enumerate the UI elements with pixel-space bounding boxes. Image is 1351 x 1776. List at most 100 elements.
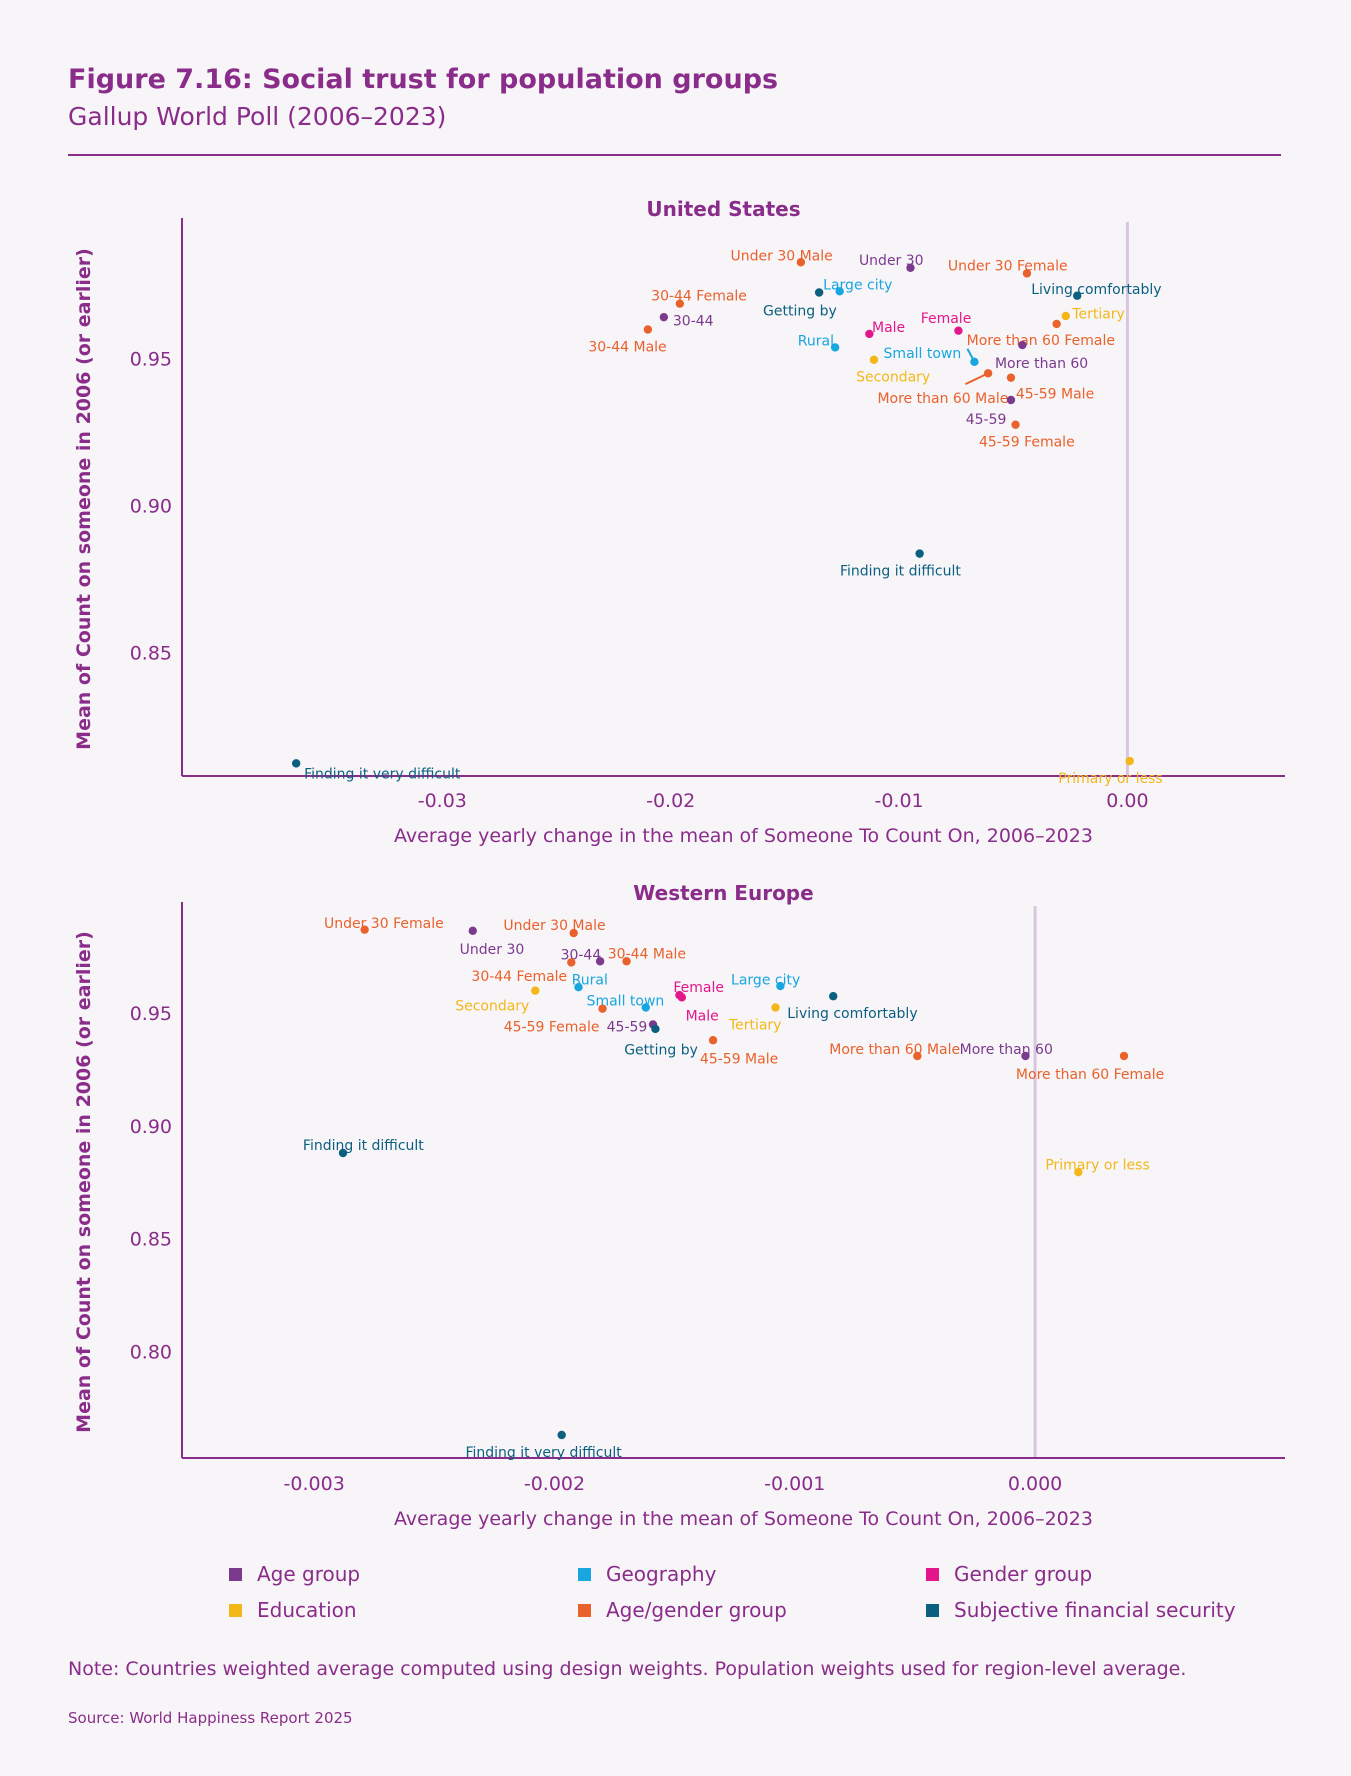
data-point xyxy=(1006,373,1016,382)
legend-swatch xyxy=(229,1567,242,1581)
data-point-label: Secondary xyxy=(455,998,529,1014)
y-tick-label: 0.85 xyxy=(130,642,172,664)
data-point-label: Small town xyxy=(587,994,665,1010)
x-tick-label: -0.03 xyxy=(418,790,467,812)
data-point xyxy=(1072,291,1082,300)
data-point-label: Living comfortably xyxy=(787,1006,917,1022)
data-point-label: 45-59 Female xyxy=(979,435,1075,451)
data-point xyxy=(1052,319,1061,329)
data-point-label: More than 60 Male xyxy=(877,391,1008,407)
data-point-label: Getting by xyxy=(624,1042,698,1058)
data-point xyxy=(796,258,806,267)
x-tick-label: -0.02 xyxy=(646,790,695,812)
data-point xyxy=(291,759,301,768)
legend-label: Age group xyxy=(257,1562,361,1586)
data-point xyxy=(677,993,687,1002)
data-point-label: Living comfortably xyxy=(1031,282,1161,298)
data-point xyxy=(865,329,874,339)
data-point xyxy=(814,288,824,297)
data-point xyxy=(641,1003,650,1012)
x-tick-label: -0.003 xyxy=(284,1473,345,1495)
data-point xyxy=(983,369,993,378)
data-point-label: Primary or less xyxy=(1045,1157,1149,1173)
data-point xyxy=(338,1148,348,1158)
data-point-label: Large city xyxy=(823,278,892,294)
data-point-label: 30-44 Male xyxy=(608,946,686,962)
data-point-label: More than 60 xyxy=(995,356,1088,372)
data-point-label: 45-59 xyxy=(607,1020,648,1036)
chart-title: Western Europe xyxy=(633,881,813,905)
data-point xyxy=(659,312,669,322)
data-point xyxy=(906,263,915,273)
data-point xyxy=(708,1036,718,1045)
data-point-label: Under 30 Male xyxy=(731,248,833,264)
y-tick-label: 0.80 xyxy=(130,1342,172,1364)
data-point-label: Male xyxy=(686,1008,719,1024)
data-point-label: 45-59 Male xyxy=(700,1051,778,1067)
data-point xyxy=(954,326,963,335)
data-point-label: Under 30 Male xyxy=(503,918,605,934)
data-point-label: Getting by xyxy=(763,304,837,320)
data-point xyxy=(468,926,477,936)
data-point xyxy=(829,992,838,1001)
data-point xyxy=(1006,395,1016,405)
data-point-label: Under 30 xyxy=(859,253,924,269)
data-point-label: Small town xyxy=(884,346,962,362)
data-point xyxy=(569,928,578,938)
x-axis-title: Average yearly change in the mean of Som… xyxy=(394,1508,1093,1530)
data-point-label: Finding it difficult xyxy=(840,564,961,580)
data-point-label: 30-44 Male xyxy=(588,339,666,355)
data-point xyxy=(531,986,540,995)
data-point-label: 45-59 Female xyxy=(504,1020,600,1036)
legend-label: Gender group xyxy=(954,1562,1093,1586)
data-point-label: 30-44 xyxy=(673,314,714,330)
legend-swatch xyxy=(229,1603,242,1617)
legend-swatch xyxy=(578,1567,591,1581)
data-point-label: More than 60 Male xyxy=(829,1042,960,1058)
legend-item: Geography xyxy=(578,1562,716,1586)
data-point-label: 30-44 Female xyxy=(651,289,747,305)
data-point-label: Primary or less xyxy=(1058,771,1162,787)
y-tick-label: 0.95 xyxy=(130,1003,172,1025)
data-point xyxy=(567,958,576,967)
data-point-label: Tertiary xyxy=(1071,307,1125,323)
data-point-label: More than 60 Female xyxy=(967,333,1115,349)
legend-label: Geography xyxy=(606,1562,717,1586)
united-states-scatter-chart: United States -0.03 -0.02 -0.01 0.00 0.95 0.90… xyxy=(73,197,1285,847)
legend-swatch xyxy=(926,1603,939,1617)
data-point xyxy=(1022,269,1032,278)
data-point-label: Finding it very difficult xyxy=(304,767,461,783)
legend-label: Education xyxy=(257,1598,357,1622)
data-point-label: Under 30 Female xyxy=(948,258,1068,274)
data-point xyxy=(598,1004,607,1013)
data-point xyxy=(595,957,605,966)
data-point-label: Male xyxy=(872,320,905,336)
data-point-label: Female xyxy=(921,311,972,327)
data-point-label: 45-59 Male xyxy=(1016,387,1094,403)
data-point xyxy=(643,325,653,334)
data-point xyxy=(1018,340,1027,350)
data-point xyxy=(574,983,583,992)
legend-label: Subjective financial security xyxy=(954,1598,1236,1622)
data-point-label: Rural xyxy=(572,972,608,988)
source-credit: Source: World Happiness Report 2025 xyxy=(68,1709,353,1727)
x-tick-label: -0.01 xyxy=(874,790,923,812)
data-point xyxy=(1021,1051,1030,1061)
data-point xyxy=(830,343,840,352)
legend-swatch xyxy=(926,1567,939,1581)
data-point xyxy=(1125,756,1134,766)
data-point-label: Female xyxy=(673,980,724,996)
data-point xyxy=(970,357,979,367)
data-point xyxy=(913,1051,922,1061)
data-point xyxy=(771,1003,780,1012)
data-point xyxy=(1011,420,1020,429)
y-axis-title: Mean of Count on someone in 2006 (or ear… xyxy=(73,248,95,750)
figure-title: Figure 7.16: Social trust for population… xyxy=(68,64,779,95)
data-point-label: Finding it difficult xyxy=(303,1138,424,1154)
y-tick-label: 0.90 xyxy=(130,495,172,517)
chart-title: United States xyxy=(646,197,800,221)
y-axis-title: Mean of Count on someone in 2006 (or ear… xyxy=(73,931,95,1433)
x-axis-title: Average yearly change in the mean of Som… xyxy=(394,825,1093,847)
legend-item: Education xyxy=(229,1598,357,1622)
y-tick-label: 0.85 xyxy=(130,1229,172,1251)
